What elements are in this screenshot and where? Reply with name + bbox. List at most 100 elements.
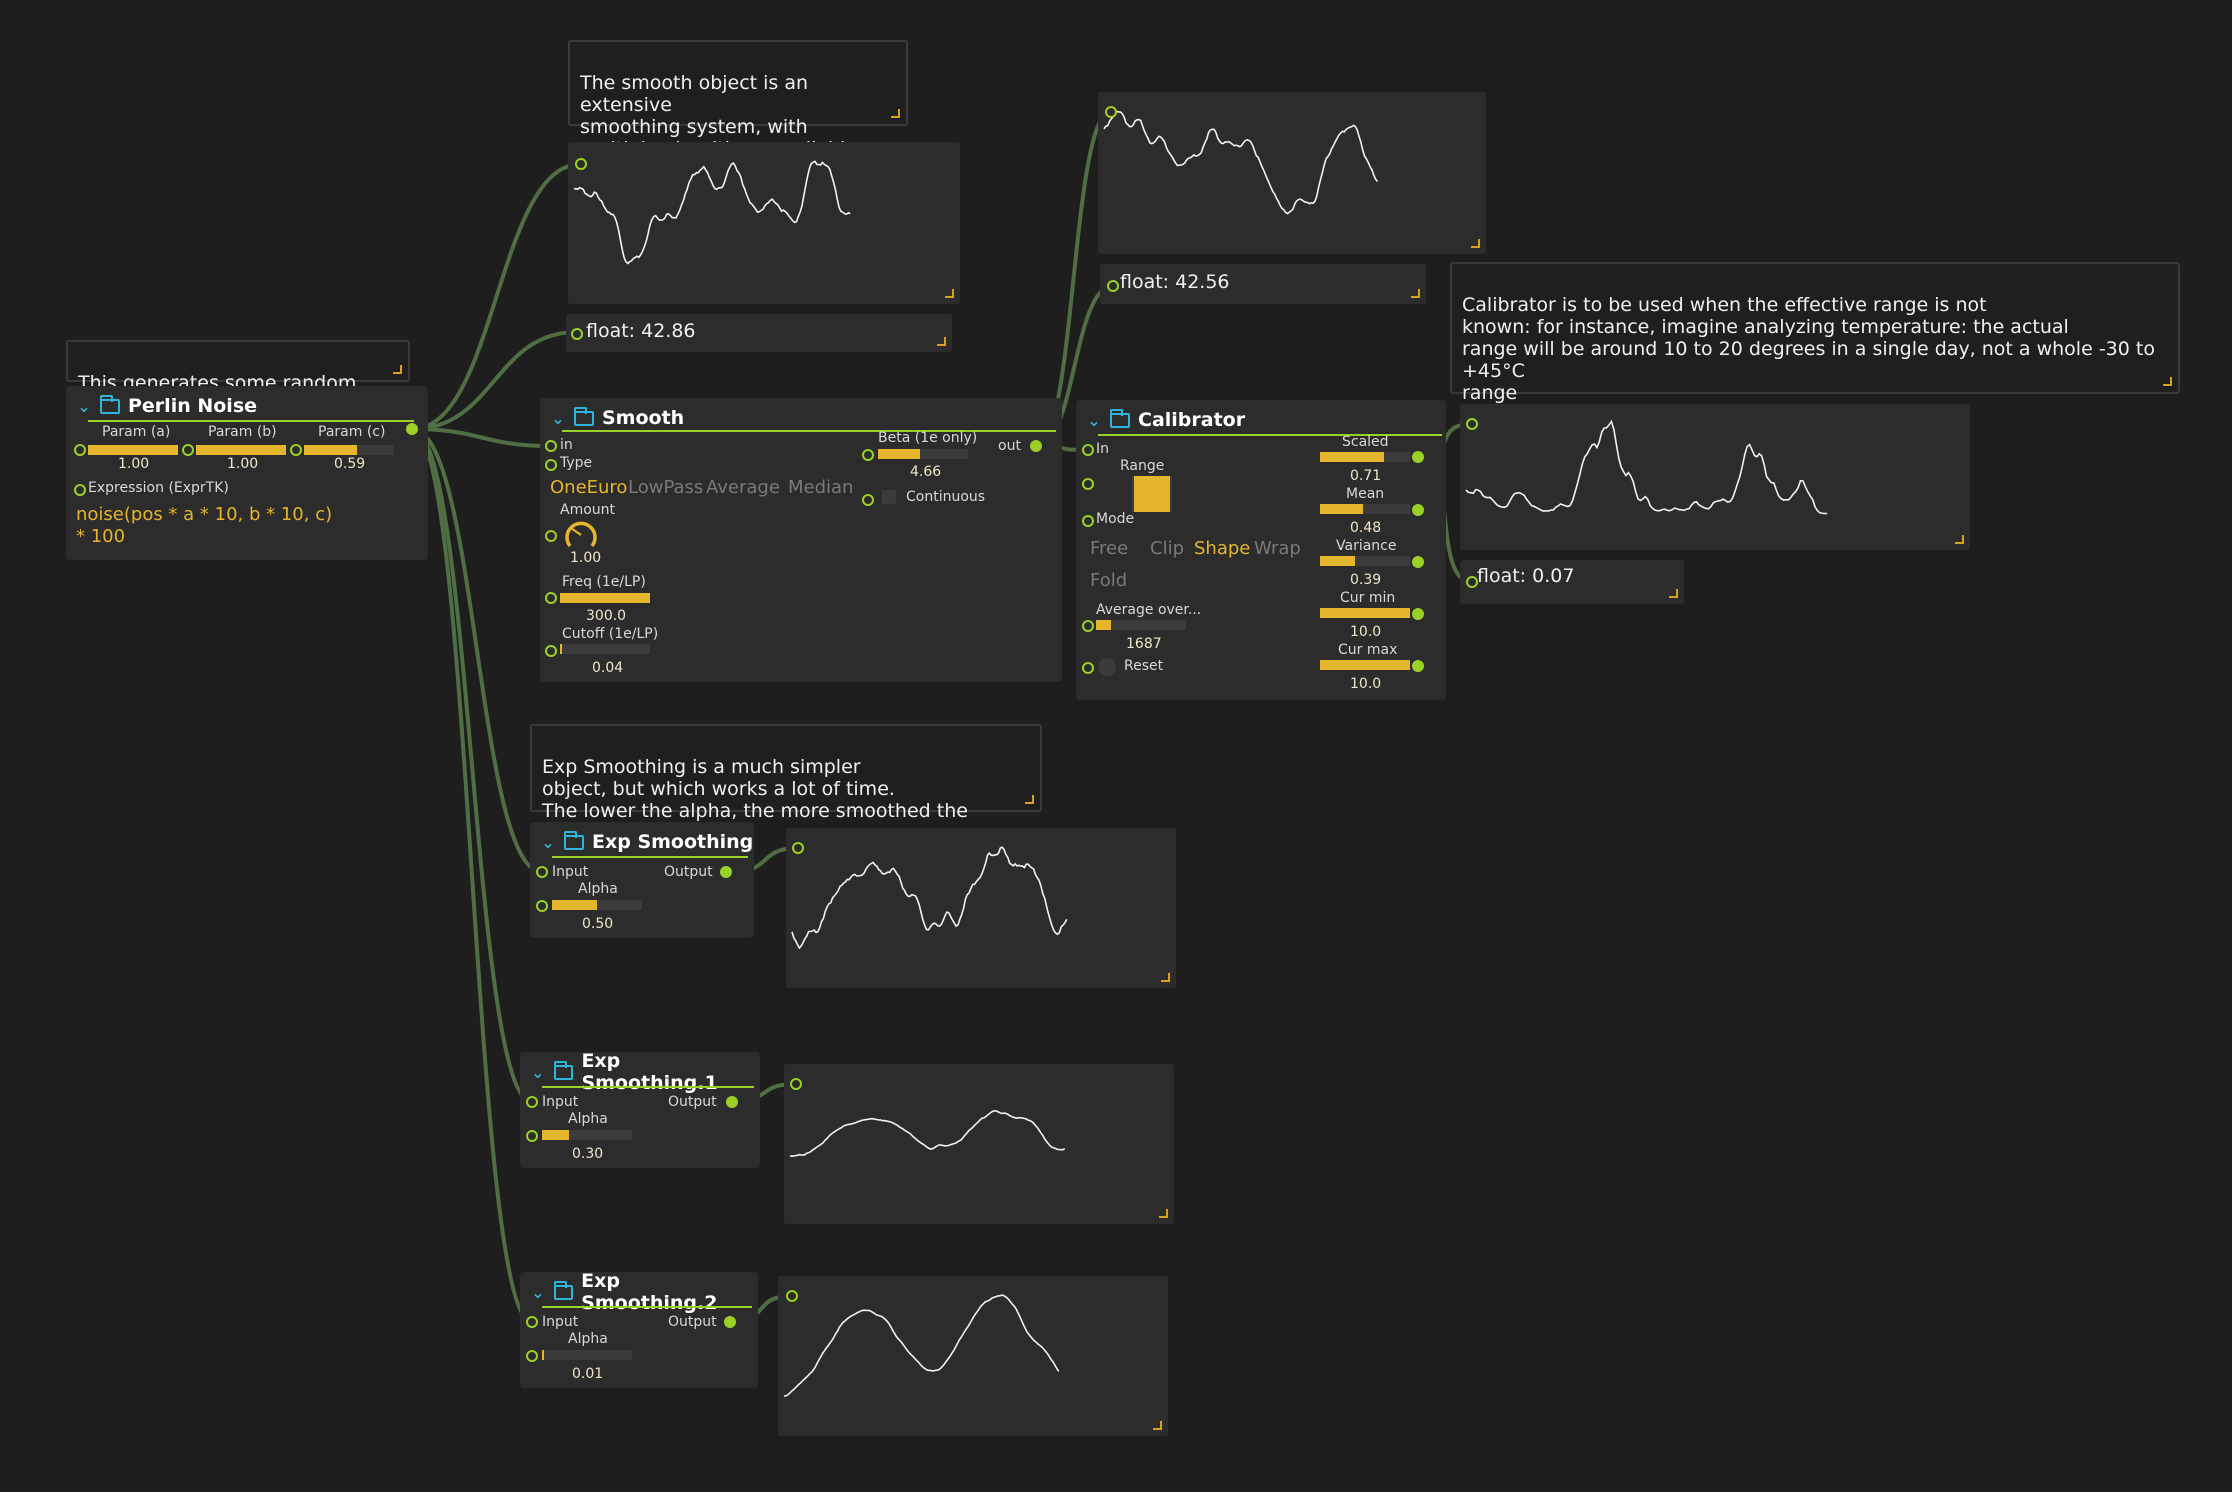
exp-smoothing-node-0[interactable]: ⌄ Exp Smoothing Input Output Alpha 0.50 xyxy=(530,822,754,938)
alpha-port[interactable] xyxy=(536,900,548,912)
exp-output-port[interactable] xyxy=(724,1316,736,1328)
calibrator-in-port[interactable] xyxy=(1082,444,1094,456)
smooth-type-port[interactable] xyxy=(545,459,557,471)
mode-option-wrap[interactable]: Wrap xyxy=(1254,538,1301,559)
variance-out-port[interactable] xyxy=(1412,556,1424,568)
freq-slider[interactable] xyxy=(560,593,650,603)
resize-corner-icon[interactable] xyxy=(1159,1209,1168,1218)
continuous-port[interactable] xyxy=(862,494,874,506)
smooth-in-port[interactable] xyxy=(545,440,557,452)
exp-input-port[interactable] xyxy=(526,1096,538,1108)
reset-button[interactable] xyxy=(1098,658,1116,676)
node-header[interactable]: ⌄ Perlin Noise xyxy=(76,392,257,420)
range-port[interactable] xyxy=(1082,478,1094,490)
mode-port[interactable] xyxy=(1082,515,1094,527)
float-input-port[interactable] xyxy=(571,328,583,340)
cable[interactable] xyxy=(411,427,552,448)
float-input-port[interactable] xyxy=(1466,576,1478,588)
scope-input-port[interactable] xyxy=(575,158,587,170)
cable[interactable] xyxy=(411,427,543,874)
resize-corner-icon[interactable] xyxy=(1161,973,1170,982)
exp-output-port[interactable] xyxy=(726,1096,738,1108)
folder-icon[interactable] xyxy=(564,830,584,850)
scope-panel-exp-2[interactable] xyxy=(778,1276,1168,1436)
scope-input-port[interactable] xyxy=(786,1290,798,1302)
param-a-slider[interactable] xyxy=(88,445,178,455)
param-c-slider[interactable] xyxy=(304,445,394,455)
scope-panel-exp-0[interactable] xyxy=(786,828,1176,988)
exp-input-port[interactable] xyxy=(526,1316,538,1328)
resize-corner-icon[interactable] xyxy=(1025,795,1034,804)
mean-out-port[interactable] xyxy=(1412,504,1424,516)
cable[interactable] xyxy=(411,330,578,431)
freq-port[interactable] xyxy=(545,592,557,604)
beta-slider[interactable] xyxy=(878,449,968,459)
node-header[interactable]: ⌄ Calibrator xyxy=(1086,406,1245,434)
calibrator-node[interactable]: ⌄ Calibrator In Range Mode Free Clip Sha… xyxy=(1076,400,1446,700)
exp-smoothing-node-2[interactable]: ⌄ Exp Smoothing.2 Input Output Alpha 0.0… xyxy=(520,1270,758,1388)
cable[interactable] xyxy=(411,427,533,1324)
param-c-port[interactable] xyxy=(290,444,302,456)
scope-input-port[interactable] xyxy=(1466,418,1478,430)
chevron-down-icon[interactable]: ⌄ xyxy=(541,832,555,852)
folder-icon[interactable] xyxy=(553,1060,574,1080)
exp-output-port[interactable] xyxy=(720,866,732,878)
algorithm-option-lowpass[interactable]: LowPass xyxy=(628,477,704,498)
comment-smooth[interactable]: The smooth object is an extensive smooth… xyxy=(568,40,908,160)
resize-corner-icon[interactable] xyxy=(891,109,900,118)
comment-calibrator[interactable]: Calibrator is to be used when the effect… xyxy=(1450,262,2180,404)
alpha-slider[interactable] xyxy=(542,1350,632,1360)
chevron-down-icon[interactable]: ⌄ xyxy=(551,408,565,428)
param-b-slider[interactable] xyxy=(196,445,286,455)
chevron-down-icon[interactable]: ⌄ xyxy=(1087,410,1101,430)
smooth-node[interactable]: ⌄ Smooth in Type out OneEuro LowPass Ave… xyxy=(540,398,1062,682)
float-panel-2[interactable]: float: 42.56 xyxy=(1100,264,1426,304)
mode-option-shape[interactable]: Shape xyxy=(1194,538,1251,559)
average-slider[interactable] xyxy=(1096,620,1186,630)
folder-icon[interactable] xyxy=(574,406,594,426)
scaled-out-port[interactable] xyxy=(1412,451,1424,463)
comment-exp[interactable]: Exp Smoothing is a much simpler object, … xyxy=(530,724,1042,844)
alpha-port[interactable] xyxy=(526,1350,538,1362)
resize-corner-icon[interactable] xyxy=(937,337,946,346)
node-header[interactable]: ⌄ Exp Smoothing xyxy=(540,828,753,856)
scope-input-port[interactable] xyxy=(790,1078,802,1090)
exp-smoothing-node-1[interactable]: ⌄ Exp Smoothing.1 Input Output Alpha 0.3… xyxy=(520,1050,760,1168)
mode-option-clip[interactable]: Clip xyxy=(1150,538,1184,559)
alpha-slider[interactable] xyxy=(552,900,642,910)
expression-port[interactable] xyxy=(74,484,86,496)
cable[interactable] xyxy=(411,162,582,431)
scope-panel-1[interactable] xyxy=(568,142,960,304)
average-port[interactable] xyxy=(1082,620,1094,632)
amount-knob-icon[interactable] xyxy=(564,518,598,552)
algorithm-option-average[interactable]: Average xyxy=(706,477,780,498)
node-header[interactable]: ⌄ Exp Smoothing.1 xyxy=(530,1050,760,1094)
cutoff-port[interactable] xyxy=(545,645,557,657)
resize-corner-icon[interactable] xyxy=(1955,535,1964,544)
scope-panel-exp-1[interactable] xyxy=(784,1064,1174,1224)
cable[interactable] xyxy=(411,427,533,1104)
cur-min-out-port[interactable] xyxy=(1412,608,1424,620)
comment-perlin[interactable]: This generates some random noise xyxy=(66,340,410,416)
folder-icon[interactable] xyxy=(1110,408,1130,428)
perlin-noise-node[interactable]: ⌄ Perlin Noise Param (a) Param (b) Param… xyxy=(66,386,428,560)
folder-icon[interactable] xyxy=(100,394,120,414)
beta-port[interactable] xyxy=(862,449,874,461)
mode-option-fold[interactable]: Fold xyxy=(1090,570,1128,591)
exp-input-port[interactable] xyxy=(536,866,548,878)
mode-option-free[interactable]: Free xyxy=(1090,538,1129,559)
resize-corner-icon[interactable] xyxy=(1411,289,1420,298)
alpha-slider[interactable] xyxy=(542,1130,632,1140)
expression-text[interactable]: noise(pos * a * 10, b * 10, c) * 100 xyxy=(76,504,333,547)
chevron-down-icon[interactable]: ⌄ xyxy=(531,1282,545,1302)
float-panel-1[interactable]: float: 42.86 xyxy=(566,314,952,352)
amount-port[interactable] xyxy=(545,530,557,542)
resize-corner-icon[interactable] xyxy=(1669,589,1678,598)
cutoff-slider[interactable] xyxy=(560,644,650,654)
scope-panel-3[interactable] xyxy=(1460,404,1970,550)
resize-corner-icon[interactable] xyxy=(393,365,402,374)
algorithm-option-median[interactable]: Median xyxy=(788,477,854,498)
chevron-down-icon[interactable]: ⌄ xyxy=(77,396,91,416)
algorithm-option-oneeuro[interactable]: OneEuro xyxy=(550,477,628,498)
node-header[interactable]: ⌄ Smooth xyxy=(550,404,684,432)
